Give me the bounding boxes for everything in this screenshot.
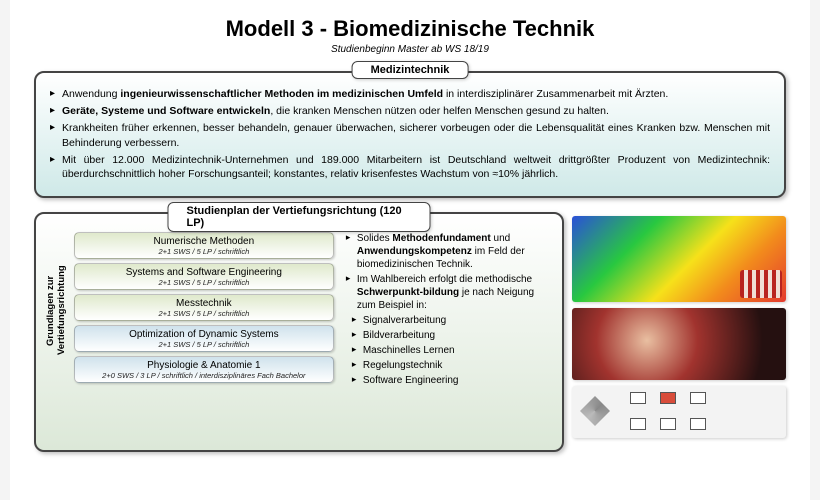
course-column: Numerische Methoden2+1 SWS / 5 LP / schr… xyxy=(74,232,334,389)
course-box: Optimization of Dynamic Systems2+1 SWS /… xyxy=(74,325,334,352)
desc-item: Solides Methodenfundament und Anwendungs… xyxy=(346,232,552,271)
network-node-icon xyxy=(660,418,676,430)
network-node-icon xyxy=(630,418,646,430)
course-meta: 2+1 SWS / 5 LP / schriftlich xyxy=(79,278,329,287)
bullet-item: Mit über 12.000 Medizintechnik-Unternehm… xyxy=(50,153,770,181)
page-title: Modell 3 - Biomedizinische Technik xyxy=(34,16,786,42)
bullet-item: Anwendung ingenieurwissenschaftlicher Me… xyxy=(50,87,770,101)
course-box: Numerische Methoden2+1 SWS / 5 LP / schr… xyxy=(74,232,334,259)
page: Modell 3 - Biomedizinische Technik Studi… xyxy=(10,0,810,500)
network-node-icon xyxy=(690,392,706,404)
illustration-network xyxy=(572,386,786,438)
image-column xyxy=(572,212,786,452)
desc-sub-item: Maschinelles Lernen xyxy=(352,344,552,357)
course-title: Physiologie & Anatomie 1 xyxy=(79,360,329,371)
desc-item: Im Wahlbereich erfolgt die methodische S… xyxy=(346,273,552,312)
studienplan-label: Studienplan der Vertiefungsrichtung (120… xyxy=(168,202,431,232)
illustration-anatomy xyxy=(572,308,786,380)
network-node-icon xyxy=(630,392,646,404)
course-title: Numerische Methoden xyxy=(79,236,329,247)
page-subtitle: Studienbeginn Master ab WS 18/19 xyxy=(34,44,786,55)
desc-sub-item: Signalverarbeitung xyxy=(352,314,552,327)
studienplan-description: Solides Methodenfundament und Anwendungs… xyxy=(340,232,552,389)
course-meta: 2+1 SWS / 5 LP / schriftlich xyxy=(79,309,329,318)
course-title: Messtechnik xyxy=(79,298,329,309)
desc-sub-item: Software Engineering xyxy=(352,374,552,387)
course-box: Systems and Software Engineering2+1 SWS … xyxy=(74,263,334,290)
desc-sub-item: Bildverarbeitung xyxy=(352,329,552,342)
illustration-simulation xyxy=(572,216,786,302)
course-meta: 2+1 SWS / 5 LP / schriftlich xyxy=(79,340,329,349)
course-box: Physiologie & Anatomie 12+0 SWS / 3 LP /… xyxy=(74,356,334,383)
bullet-item: Geräte, Systeme und Software entwickeln,… xyxy=(50,104,770,118)
bullet-item: Krankheiten früher erkennen, besser beha… xyxy=(50,121,770,149)
network-node-icon xyxy=(660,392,676,404)
course-title: Optimization of Dynamic Systems xyxy=(79,329,329,340)
course-box: Messtechnik2+1 SWS / 5 LP / schriftlich xyxy=(74,294,334,321)
course-title: Systems and Software Engineering xyxy=(79,267,329,278)
course-meta: 2+1 SWS / 5 LP / schriftlich xyxy=(79,247,329,256)
studienplan-box: Studienplan der Vertiefungsrichtung (120… xyxy=(34,212,564,452)
course-meta: 2+0 SWS / 3 LP / schriftlich / interdisz… xyxy=(79,371,329,380)
network-node-icon xyxy=(690,418,706,430)
medizintechnik-bullets: Anwendung ingenieurwissenschaftlicher Me… xyxy=(50,87,770,181)
studienplan-inner: Grundlagen zurVertiefungsrichtung Numeri… xyxy=(46,232,552,389)
lower-row: Studienplan der Vertiefungsrichtung (120… xyxy=(34,212,786,452)
medizintechnik-label: Medizintechnik xyxy=(352,61,469,79)
desc-sub-item: Regelungstechnik xyxy=(352,359,552,372)
studienplan-column: Studienplan der Vertiefungsrichtung (120… xyxy=(34,212,564,452)
medizintechnik-box: Medizintechnik Anwendung ingenieurwissen… xyxy=(34,71,786,198)
vertical-label: Grundlagen zurVertiefungsrichtung xyxy=(46,232,68,389)
